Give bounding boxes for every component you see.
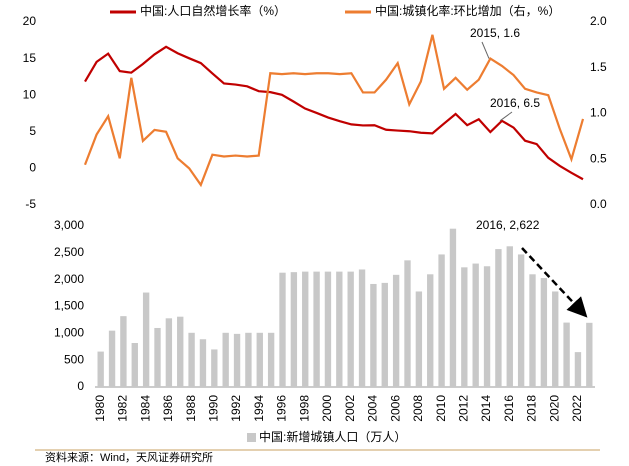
y-tick-label: 20 bbox=[23, 14, 37, 28]
bar bbox=[415, 291, 423, 387]
bar bbox=[256, 332, 263, 387]
bar bbox=[131, 342, 138, 387]
x-tick-label: 1986 bbox=[161, 395, 175, 422]
bar bbox=[552, 291, 559, 387]
y-tick-label: 500 bbox=[64, 352, 84, 366]
x-tick-label: 1990 bbox=[206, 395, 220, 422]
trend-arrow bbox=[521, 247, 588, 318]
bar bbox=[427, 274, 434, 387]
bar bbox=[483, 266, 491, 387]
line bbox=[83, 34, 585, 188]
bar bbox=[358, 269, 366, 387]
y-tick-label: 5 bbox=[29, 124, 36, 138]
annotation-leader bbox=[481, 41, 490, 59]
bar bbox=[177, 316, 184, 387]
legend-label: 中国:城镇化率:环比增加（右，%） bbox=[375, 3, 560, 18]
bar bbox=[120, 316, 127, 387]
bar bbox=[381, 282, 388, 387]
bar bbox=[472, 263, 479, 387]
y2-tick-label: 1.5 bbox=[590, 60, 607, 74]
y-tick-label: -5 bbox=[25, 197, 36, 211]
y-tick-label: 1,000 bbox=[54, 326, 84, 340]
annotation: 2015, 1.6 bbox=[470, 26, 520, 40]
bar bbox=[392, 274, 400, 387]
x-tick-label: 2020 bbox=[547, 395, 561, 422]
source: 资料来源：Wind，天风证券研究所 bbox=[45, 450, 213, 464]
bar bbox=[142, 292, 150, 387]
x-tick-label: 1988 bbox=[184, 395, 198, 422]
bar bbox=[324, 271, 332, 387]
x-tick-label: 2018 bbox=[525, 395, 539, 422]
y-tick-label: 2,000 bbox=[54, 272, 84, 286]
bar bbox=[563, 322, 570, 387]
bar bbox=[188, 332, 195, 387]
bar bbox=[108, 330, 116, 387]
bar bbox=[449, 228, 457, 387]
x-tick-label: 1994 bbox=[252, 395, 266, 422]
x-tick-label: 2022 bbox=[570, 395, 584, 422]
legend-label: 中国:人口自然增长率（%） bbox=[140, 3, 286, 18]
y-tick-label: 2,500 bbox=[54, 245, 84, 259]
bar bbox=[302, 271, 309, 387]
y-tick-label: 0 bbox=[29, 161, 36, 175]
line bbox=[84, 45, 584, 181]
bar bbox=[233, 333, 241, 387]
x-tick-label: 1982 bbox=[116, 395, 130, 422]
bar bbox=[438, 254, 445, 387]
y2-tick-label: 0.0 bbox=[590, 197, 607, 211]
bar bbox=[540, 278, 548, 387]
y-tick-label: 1,500 bbox=[54, 299, 84, 313]
bar bbox=[211, 349, 218, 387]
y-tick-label: 10 bbox=[23, 87, 37, 101]
bar bbox=[199, 339, 207, 387]
x-tick-label: 1984 bbox=[138, 395, 152, 422]
y-tick-label: 3,000 bbox=[54, 218, 84, 232]
x-tick-label: 2002 bbox=[343, 395, 357, 422]
bar bbox=[461, 267, 468, 387]
x-tick-label: 2008 bbox=[411, 395, 425, 422]
x-tick-label: 2000 bbox=[320, 395, 334, 422]
bar bbox=[529, 274, 536, 387]
bar bbox=[370, 283, 377, 387]
bar bbox=[506, 246, 513, 387]
bar bbox=[245, 332, 252, 387]
y2-tick-label: 0.5 bbox=[590, 151, 607, 165]
y-tick-label: 15 bbox=[23, 51, 37, 65]
bar bbox=[313, 271, 320, 387]
bar bbox=[267, 332, 275, 387]
bar bbox=[574, 352, 582, 387]
bar bbox=[154, 327, 161, 387]
x-tick-label: 1996 bbox=[275, 395, 289, 422]
bar bbox=[495, 249, 502, 387]
annotation: 2016, 2,622 bbox=[476, 218, 540, 232]
bar bbox=[290, 272, 298, 387]
bar bbox=[347, 271, 354, 387]
y2-tick-label: 2.0 bbox=[590, 14, 607, 28]
x-tick-label: 2006 bbox=[388, 395, 402, 422]
annotation: 2016, 6.5 bbox=[490, 96, 540, 110]
x-tick-label: 1992 bbox=[229, 395, 243, 422]
x-tick-label: 2004 bbox=[366, 395, 380, 422]
bar bbox=[517, 254, 525, 387]
bar bbox=[97, 351, 104, 387]
annotation-leader bbox=[499, 111, 513, 122]
x-tick-label: 2012 bbox=[456, 395, 470, 422]
x-tick-label: 2016 bbox=[502, 395, 516, 422]
bar bbox=[165, 318, 173, 387]
x-tick-label: 1980 bbox=[93, 395, 107, 422]
legend-label: 中国:新增城镇人口（万人） bbox=[259, 429, 406, 444]
bar bbox=[279, 272, 286, 387]
bar bbox=[586, 322, 593, 387]
bar bbox=[404, 260, 411, 387]
x-tick-label: 1998 bbox=[297, 395, 311, 422]
x-tick-label: 2010 bbox=[434, 395, 448, 422]
x-tick-label: 2014 bbox=[479, 395, 493, 422]
bar bbox=[336, 271, 343, 387]
y-tick-label: 0 bbox=[77, 379, 84, 393]
legend-swatch bbox=[247, 433, 256, 442]
bar bbox=[222, 332, 229, 387]
y2-tick-label: 1.0 bbox=[590, 106, 607, 120]
